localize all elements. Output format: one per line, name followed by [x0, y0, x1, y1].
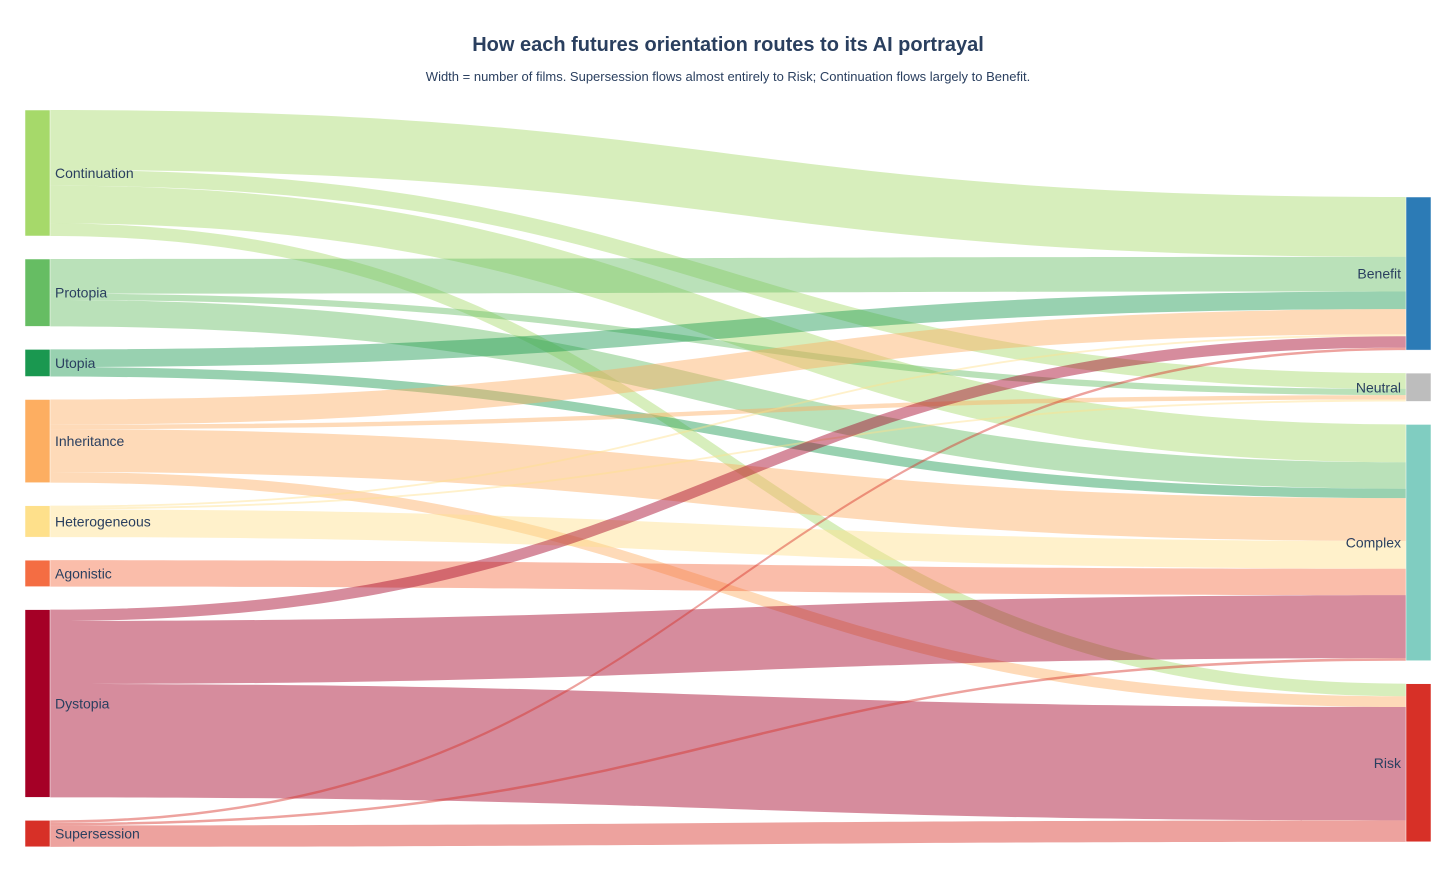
link-dystopia-to-complex [50, 595, 1406, 684]
sankey-nodes [24, 109, 1432, 848]
link-heterogeneous-to-benefit [50, 334, 1406, 508]
node-label-complex: Complex [1346, 535, 1401, 551]
node-utopia [24, 349, 51, 377]
link-continuation-to-benefit [50, 110, 1406, 257]
node-complex [1405, 424, 1432, 661]
node-label-dystopia: Dystopia [55, 695, 110, 711]
node-label-risk: Risk [1374, 755, 1402, 771]
node-continuation [24, 109, 51, 237]
link-dystopia-to-risk [50, 683, 1406, 821]
link-heterogeneous-to-neutral [50, 399, 1406, 510]
node-heterogeneous [24, 505, 51, 538]
link-inheritance-to-benefit [50, 309, 1406, 425]
node-supersession [24, 820, 51, 848]
link-utopia-to-complex [50, 367, 1406, 499]
link-supersession-to-benefit [50, 347, 1406, 823]
link-agonistic-to-complex [50, 560, 1406, 596]
node-neutral [1405, 372, 1432, 402]
node-benefit [1405, 196, 1432, 351]
node-agonistic [24, 559, 51, 587]
chart-subtitle: Width = number of films. Supersession fl… [425, 69, 1031, 84]
link-protopia-to-neutral [50, 293, 1406, 396]
node-label-continuation: Continuation [55, 165, 134, 181]
link-utopia-to-benefit [50, 291, 1406, 368]
node-label-supersession: Supersession [55, 826, 140, 842]
node-label-benefit: Benefit [1357, 266, 1401, 282]
node-label-neutral: Neutral [1356, 379, 1401, 395]
link-supersession-to-risk [50, 820, 1406, 847]
link-continuation-to-risk [50, 223, 1406, 697]
link-heterogeneous-to-complex [50, 509, 1406, 569]
chart-title: How each futures orientation routes to i… [472, 34, 984, 56]
sankey-labels: Continuation Protopia Utopia Inheritance Het… [55, 165, 1402, 842]
link-inheritance-to-complex [50, 429, 1406, 541]
link-supersession-to-complex [50, 658, 1406, 826]
node-label-utopia: Utopia [55, 355, 96, 371]
node-inheritance [24, 399, 51, 483]
node-risk [1405, 683, 1432, 843]
link-protopia-to-complex [50, 299, 1406, 489]
link-inheritance-to-risk [50, 471, 1406, 707]
link-dystopia-to-benefit [50, 336, 1406, 621]
link-continuation-to-complex [50, 185, 1406, 463]
node-label-inheritance: Inheritance [55, 433, 124, 449]
link-protopia-to-benefit [50, 256, 1406, 294]
link-continuation-to-neutral [50, 169, 1406, 389]
node-protopia [24, 258, 51, 327]
node-label-protopia: Protopia [55, 285, 107, 301]
node-label-heterogeneous: Heterogeneous [55, 513, 151, 529]
node-label-agonistic: Agonistic [55, 565, 112, 581]
node-dystopia [24, 609, 51, 798]
link-inheritance-to-neutral [50, 395, 1406, 430]
sankey-links [50, 110, 1406, 847]
